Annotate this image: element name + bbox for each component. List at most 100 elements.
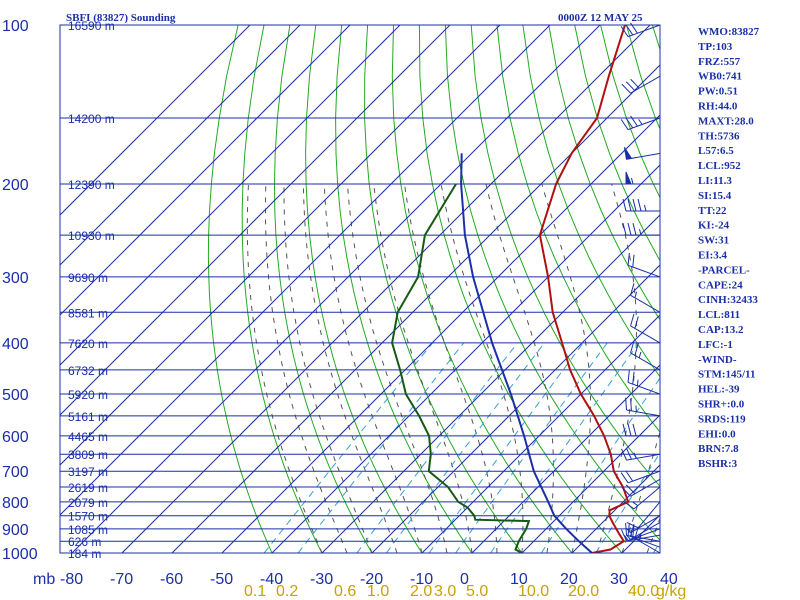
wind-barb-half bbox=[644, 204, 647, 212]
wind-barb bbox=[625, 171, 660, 185]
moist-adiabat bbox=[541, 183, 592, 553]
wind-barb-full bbox=[622, 198, 627, 212]
index-entry: SW:31 bbox=[698, 235, 729, 247]
height-label: 3197 m bbox=[68, 465, 108, 479]
wind-barb bbox=[621, 529, 661, 542]
mixing-ratio-label: 20.0 bbox=[568, 583, 599, 600]
pressure-tick-label: 200 bbox=[2, 177, 29, 194]
mixing-ratio-label: 10.0 bbox=[518, 583, 549, 600]
temperature-tick-label: -40 bbox=[260, 571, 283, 588]
wind-barb bbox=[624, 528, 661, 541]
mixing-ratio-label: 0.1 bbox=[244, 583, 266, 600]
height-label: 626 m bbox=[68, 535, 101, 549]
wind-barb-full bbox=[632, 222, 637, 236]
height-label: 1085 m bbox=[68, 523, 108, 537]
height-label: 2079 m bbox=[68, 496, 108, 510]
wind-barb-staff bbox=[627, 117, 661, 131]
wind-barb-half bbox=[624, 535, 629, 541]
mixing-ratio-label: 1.0 bbox=[367, 583, 389, 600]
wind-barb-staff bbox=[626, 534, 661, 542]
isotherm-line bbox=[60, 25, 251, 216]
wind-barb bbox=[621, 75, 661, 94]
wind-barb bbox=[627, 370, 661, 395]
wind-barb-full bbox=[625, 397, 628, 411]
wind-barb-full bbox=[623, 501, 635, 510]
isotherm-line bbox=[60, 25, 501, 466]
wind-barb-full bbox=[634, 343, 639, 356]
wind-barb-staff bbox=[630, 75, 661, 94]
isotherm-line bbox=[60, 25, 351, 316]
wind-barb-flag bbox=[623, 147, 633, 160]
wind-barb-staff bbox=[627, 470, 661, 484]
height-label: 4465 m bbox=[68, 430, 108, 444]
index-entry: LI:11.3 bbox=[698, 175, 732, 187]
isotherm-line bbox=[421, 314, 660, 553]
index-entry: CAP:13.2 bbox=[698, 324, 744, 336]
wind-barb-staff bbox=[630, 535, 661, 554]
wind-barb-full bbox=[632, 371, 635, 385]
index-entry: TP:103 bbox=[698, 41, 733, 53]
wind-barb-staff bbox=[637, 501, 661, 529]
wind-barb bbox=[625, 521, 661, 540]
wind-barb-staff bbox=[627, 381, 661, 395]
pressure-tick-label: 400 bbox=[2, 336, 29, 353]
height-label: 14200 m bbox=[68, 112, 115, 126]
pressure-tick-label: 100 bbox=[2, 18, 29, 35]
wind-barb-full bbox=[630, 313, 635, 327]
index-entry: L57:6.5 bbox=[698, 145, 734, 157]
wind-barb-full bbox=[634, 316, 639, 329]
wind-barb bbox=[620, 115, 661, 131]
wind-barb-full bbox=[632, 254, 635, 268]
wind-barb-full bbox=[625, 24, 634, 36]
index-entry: LCL:811 bbox=[698, 309, 740, 321]
temperature-tick-label: 30 bbox=[610, 571, 628, 588]
pressure-tick-label: 600 bbox=[2, 429, 29, 446]
wind-barb-full bbox=[625, 81, 636, 92]
height-label: 7620 m bbox=[68, 337, 108, 351]
wind-barb-half bbox=[632, 501, 639, 507]
temperature-tick-label: -50 bbox=[210, 571, 233, 588]
mixing-ratio-label: 3.0 bbox=[434, 583, 456, 600]
index-entry: HEL:-39 bbox=[698, 384, 740, 396]
isotherm-line bbox=[60, 25, 301, 266]
wind-barb bbox=[623, 147, 661, 160]
isotherm-line bbox=[371, 264, 660, 553]
pressure-unit-label: mb bbox=[33, 571, 55, 588]
index-entry: CAPE:24 bbox=[698, 279, 743, 291]
mixing-ratio-labels: 0.1 0.2 0.6 1.0 2.0 3.0 5.0 10.0 20.0 40.0g/kg bbox=[244, 583, 686, 600]
temperature-tick-label: 20 bbox=[560, 571, 578, 588]
mixing-ratio-label: g/kg bbox=[656, 583, 686, 600]
temperature-tick-label: -80 bbox=[60, 571, 83, 588]
wind-barb-full bbox=[627, 523, 630, 536]
mixing-ratio-label: 40.0 bbox=[628, 583, 659, 600]
index-entry: -PARCEL- bbox=[698, 264, 750, 276]
wind-barb bbox=[622, 222, 660, 236]
wind-barb bbox=[626, 501, 661, 529]
wind-barb-full bbox=[630, 398, 632, 411]
isotherm-line bbox=[171, 64, 660, 553]
temperature-tick-label: 40 bbox=[660, 571, 678, 588]
height-label: 10930 m bbox=[68, 229, 115, 243]
isotherm-line bbox=[221, 114, 660, 553]
index-entry: STM:145/11 bbox=[698, 369, 755, 381]
wind-barb bbox=[625, 397, 661, 417]
temperature-tick-label: -10 bbox=[410, 571, 433, 588]
height-label: 3809 m bbox=[68, 448, 108, 462]
index-entry: SI:15.4 bbox=[698, 190, 732, 202]
wind-barb-staff bbox=[627, 264, 661, 278]
wind-barb-staff bbox=[633, 486, 661, 510]
wind-barb-full bbox=[621, 487, 631, 497]
isotherm-line bbox=[321, 214, 660, 553]
wind-barb-full bbox=[630, 340, 635, 354]
wind-barb-full bbox=[621, 529, 627, 542]
pressure-tick-label: 300 bbox=[2, 270, 29, 287]
wind-barb-half bbox=[636, 379, 639, 386]
wind-barb-full bbox=[620, 119, 629, 130]
wind-barb-flag bbox=[625, 171, 632, 185]
wind-barb-staff bbox=[630, 478, 661, 497]
wind-barb-full bbox=[625, 447, 632, 460]
height-label: 6732 m bbox=[68, 364, 108, 378]
wind-barb-full bbox=[627, 423, 632, 436]
